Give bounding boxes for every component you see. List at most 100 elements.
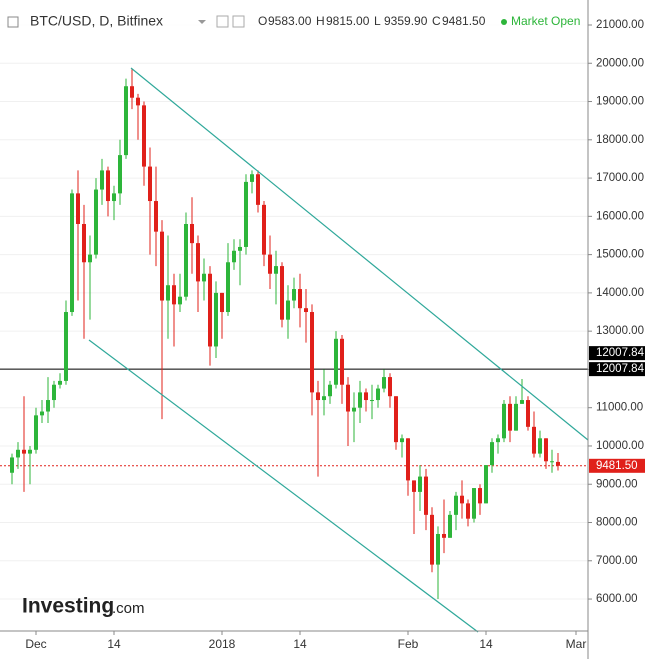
candle-body (526, 400, 530, 427)
ohlc-value: 9481.50 (442, 14, 486, 28)
ohlc-key: C (432, 14, 441, 28)
candle-body (280, 266, 284, 320)
y-tick-label: 21000.00 (596, 19, 644, 31)
symbol: BTC/USD, D, Bitfinex (30, 13, 163, 29)
candle-body (238, 246, 242, 251)
y-tick-label: 15000.00 (596, 249, 644, 261)
ohlc-value: 9359.90 (384, 14, 428, 28)
candle-body (388, 377, 392, 397)
candle-body (520, 400, 524, 404)
y-tick-label: 7000.00 (596, 555, 638, 567)
candle-body (334, 338, 338, 385)
candle-body (364, 392, 368, 401)
candle-body (406, 438, 410, 481)
x-tick-label: 2018 (209, 637, 236, 651)
candle-body (130, 86, 134, 98)
ohlc-value: 9583.00 (268, 14, 312, 28)
candle-body (214, 292, 218, 347)
candle-body (322, 396, 326, 401)
x-tick-label: Dec (25, 637, 46, 651)
candle-body (328, 384, 332, 397)
candle-body (418, 476, 422, 492)
candle-body (28, 449, 32, 454)
candle-body (34, 415, 38, 450)
candle-body (292, 289, 296, 301)
candle-body (286, 300, 290, 320)
candle-body (208, 273, 212, 347)
candle-body (304, 308, 308, 313)
candle-body (94, 189, 98, 255)
candle-body (400, 438, 404, 443)
candle-body (88, 254, 92, 263)
candle-body (184, 223, 188, 297)
price-label-box (589, 458, 645, 473)
candle-body (394, 396, 398, 443)
y-tick-label: 14000.00 (596, 287, 644, 299)
marks-layer (0, 69, 588, 600)
candle-body (250, 174, 254, 182)
logo-suffix: .com (112, 600, 145, 617)
x-tick-label: 14 (107, 637, 121, 651)
candle-body (124, 86, 128, 156)
candle-body (52, 384, 56, 401)
market-status: Market Open (511, 14, 580, 28)
candle-body (346, 384, 350, 412)
candle-body (256, 174, 260, 205)
trend-line (88, 339, 479, 633)
candle-body (316, 392, 320, 401)
y-tick-label: 20000.00 (596, 57, 644, 69)
ohlc-key: L (374, 14, 381, 28)
candle-body (340, 338, 344, 385)
collapse-icon[interactable] (7, 16, 19, 28)
y-tick-label: 16000.00 (596, 210, 644, 222)
candle-body (370, 400, 374, 402)
candle-body (352, 407, 356, 412)
y-tick-label: 8000.00 (596, 517, 638, 529)
candle-body (358, 392, 362, 408)
candle-body (166, 285, 170, 301)
candle-body (112, 193, 116, 202)
candle-body (76, 193, 80, 224)
candle-body (442, 533, 446, 538)
logo: Investing (22, 595, 114, 618)
ohlc-value: 9815.00 (326, 14, 370, 28)
settings-icon[interactable] (216, 15, 229, 28)
candle-body (274, 266, 278, 274)
ohlc-legend: O 9583.00 H 9815.00 L 9359.90 C 9481.50 (258, 14, 486, 28)
candle-body (484, 465, 488, 504)
candle-body (106, 170, 110, 202)
price-label-box (589, 346, 645, 361)
y-tick-label: 13000.00 (596, 325, 644, 337)
candle-body (220, 292, 224, 313)
candle-body (448, 514, 452, 538)
candle-body (454, 495, 458, 515)
candle-body (376, 388, 380, 401)
price-label: 12007.84 (596, 347, 645, 359)
axis-layer: 6000.00 7000.00 8000.00 9000.00 10000.00 1100… (25, 19, 645, 651)
candle-body (82, 223, 86, 263)
candle-body (556, 461, 560, 466)
candle-body (64, 312, 68, 381)
y-tick-label: 9000.00 (596, 478, 638, 490)
candle-body (496, 438, 500, 443)
candle-body (436, 533, 440, 565)
header-bg (0, 6, 588, 38)
y-tick-label: 17000.00 (596, 172, 644, 184)
x-tick-label: Feb (398, 637, 419, 651)
settings-icon[interactable] (232, 15, 245, 28)
candle-body (160, 231, 164, 301)
candle-body (16, 449, 20, 458)
candle-body (430, 514, 434, 565)
candle-body (40, 411, 44, 416)
candle-body (172, 285, 176, 305)
trend-line (130, 67, 589, 441)
candle-body (10, 457, 14, 473)
candle-body (70, 193, 74, 313)
dropdown[interactable] (198, 20, 206, 24)
candle-body (178, 296, 182, 305)
candle-body (514, 403, 518, 431)
candle-body (58, 380, 62, 385)
candle-body (142, 105, 146, 167)
candle-body (472, 488, 476, 519)
